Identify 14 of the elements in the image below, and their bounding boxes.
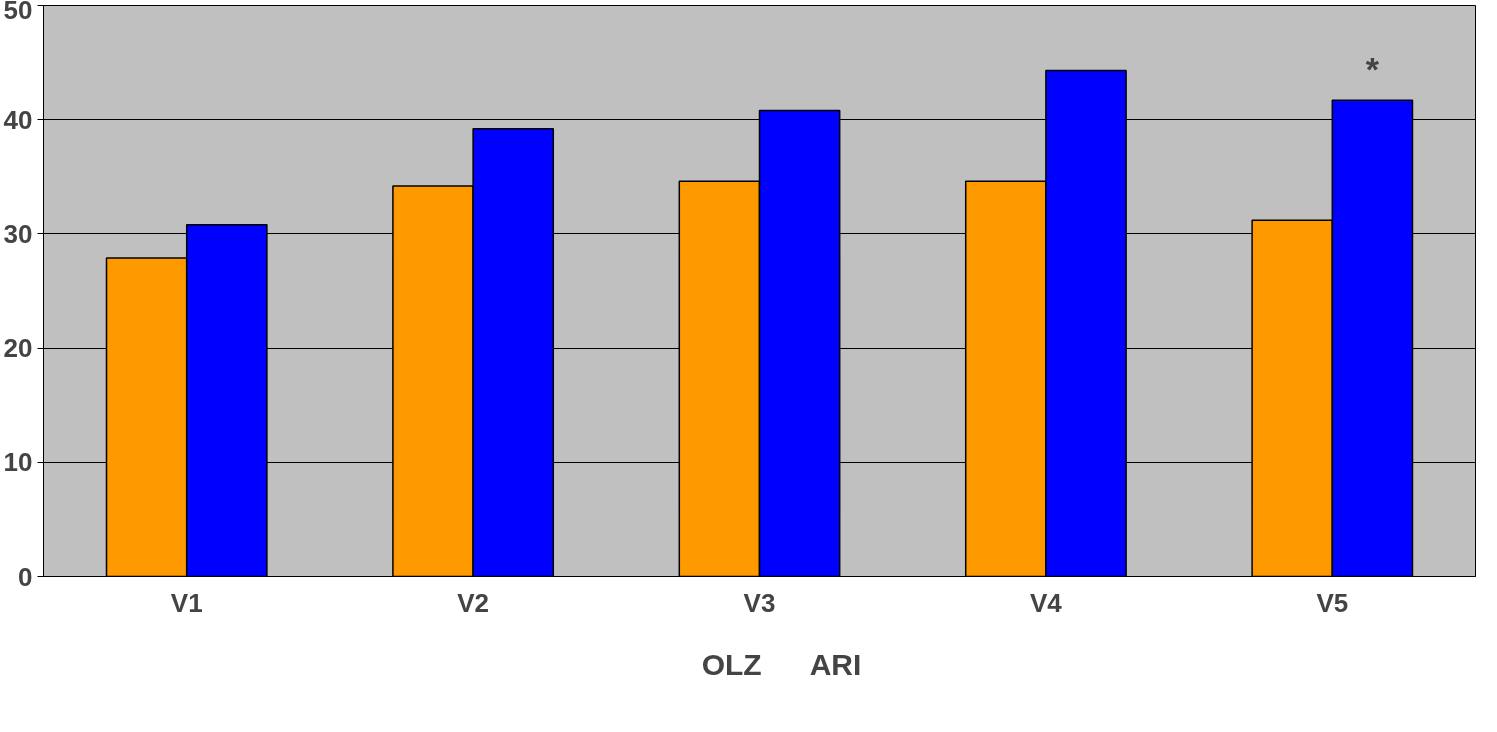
- x-tick-label: V3: [743, 587, 776, 618]
- y-tick-label: 30: [3, 218, 33, 249]
- x-tick-label: V1: [170, 587, 203, 618]
- x-tick-label: V4: [1030, 587, 1063, 618]
- text: ARI: [809, 648, 862, 682]
- y-tick-label: 50: [3, 0, 33, 25]
- y-tick-label: 20: [3, 333, 33, 364]
- x-tick-label: V2: [457, 587, 490, 618]
- y-tick-label: 0: [18, 561, 33, 592]
- x-tick-label: V5: [1316, 587, 1349, 618]
- y-tick-label: 10: [3, 447, 33, 478]
- annotation: *: [1365, 50, 1380, 89]
- y-tick-label: 40: [3, 104, 33, 135]
- text: OLZ: [701, 648, 762, 682]
